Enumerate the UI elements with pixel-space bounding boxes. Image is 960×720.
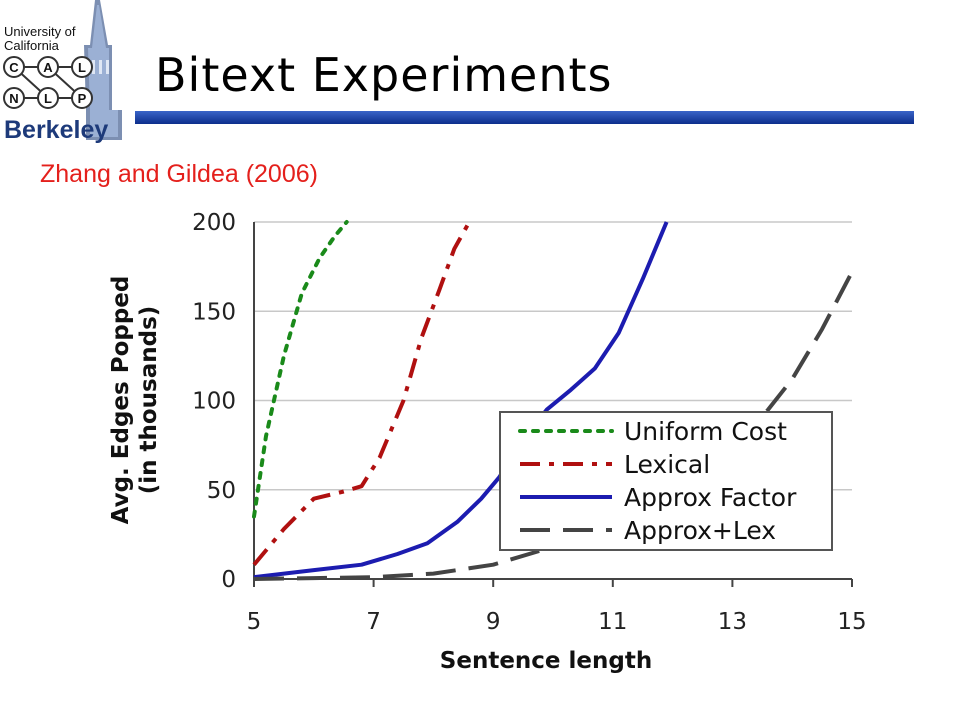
logo-berkeley-text: Berkeley <box>4 116 108 144</box>
y-tick-label-0: 0 <box>221 567 236 593</box>
y-tick-label-50: 50 <box>207 478 236 504</box>
legend-label-approx-factor: Approx Factor <box>624 483 797 512</box>
chart-legend: Uniform Cost Lexical Approx Factor Approx+L… <box>499 411 833 551</box>
legend-label-lexical: Lexical <box>624 450 710 479</box>
logo-letter-l: L <box>78 60 86 75</box>
x-tick-label-7: 7 <box>366 609 381 635</box>
logo-letter-n: N <box>9 91 18 106</box>
series-line-lexical <box>252 221 472 566</box>
x-tick-label-15: 15 <box>837 609 866 635</box>
x-tick-label-5: 5 <box>247 609 262 635</box>
y-axis-label-line-2: (in thousands) <box>136 306 162 495</box>
y-tick-label-200: 200 <box>192 210 236 236</box>
x-tick-labels: 5 7 9 11 13 15 <box>247 609 867 635</box>
x-tick-label-13: 13 <box>718 609 747 635</box>
logo-letter-c: C <box>9 60 19 75</box>
slide-subtitle: Zhang and Gildea (2006) <box>40 160 318 188</box>
campanile-tower-icon <box>84 0 122 140</box>
x-tick-label-11: 11 <box>598 609 627 635</box>
logo-letter-l2: L <box>44 91 52 106</box>
legend-box <box>499 411 833 551</box>
y-axis-label-line-1: Avg. Edges Popped <box>108 276 134 525</box>
y-tick-labels: 0 50 100 150 200 <box>192 210 236 593</box>
uc-berkeley-cal-nlp-logo: University of California C A L N L P Ber… <box>3 0 122 144</box>
cal-nlp-circles: C A L N L P <box>3 56 93 109</box>
y-axis-label-group: Avg. Edges Popped (in thousands) <box>108 276 162 525</box>
logo-university-text: University of <box>4 24 76 39</box>
y-tick-label-100: 100 <box>192 389 236 415</box>
logo-letter-p: P <box>78 91 87 106</box>
slide-title: Bitext Experiments <box>155 48 613 102</box>
title-underline-bar <box>135 111 914 124</box>
x-tick-label-9: 9 <box>486 609 501 635</box>
logo-california-text: California <box>4 38 60 53</box>
y-tick-label-150: 150 <box>192 299 236 325</box>
legend-label-approx-lex: Approx+Lex <box>624 516 776 545</box>
x-axis-label: Sentence length <box>440 648 652 674</box>
logo-letter-a: A <box>43 60 53 75</box>
series-line-uniform-cost <box>252 220 349 519</box>
legend-label-uniform-cost: Uniform Cost <box>624 417 787 446</box>
